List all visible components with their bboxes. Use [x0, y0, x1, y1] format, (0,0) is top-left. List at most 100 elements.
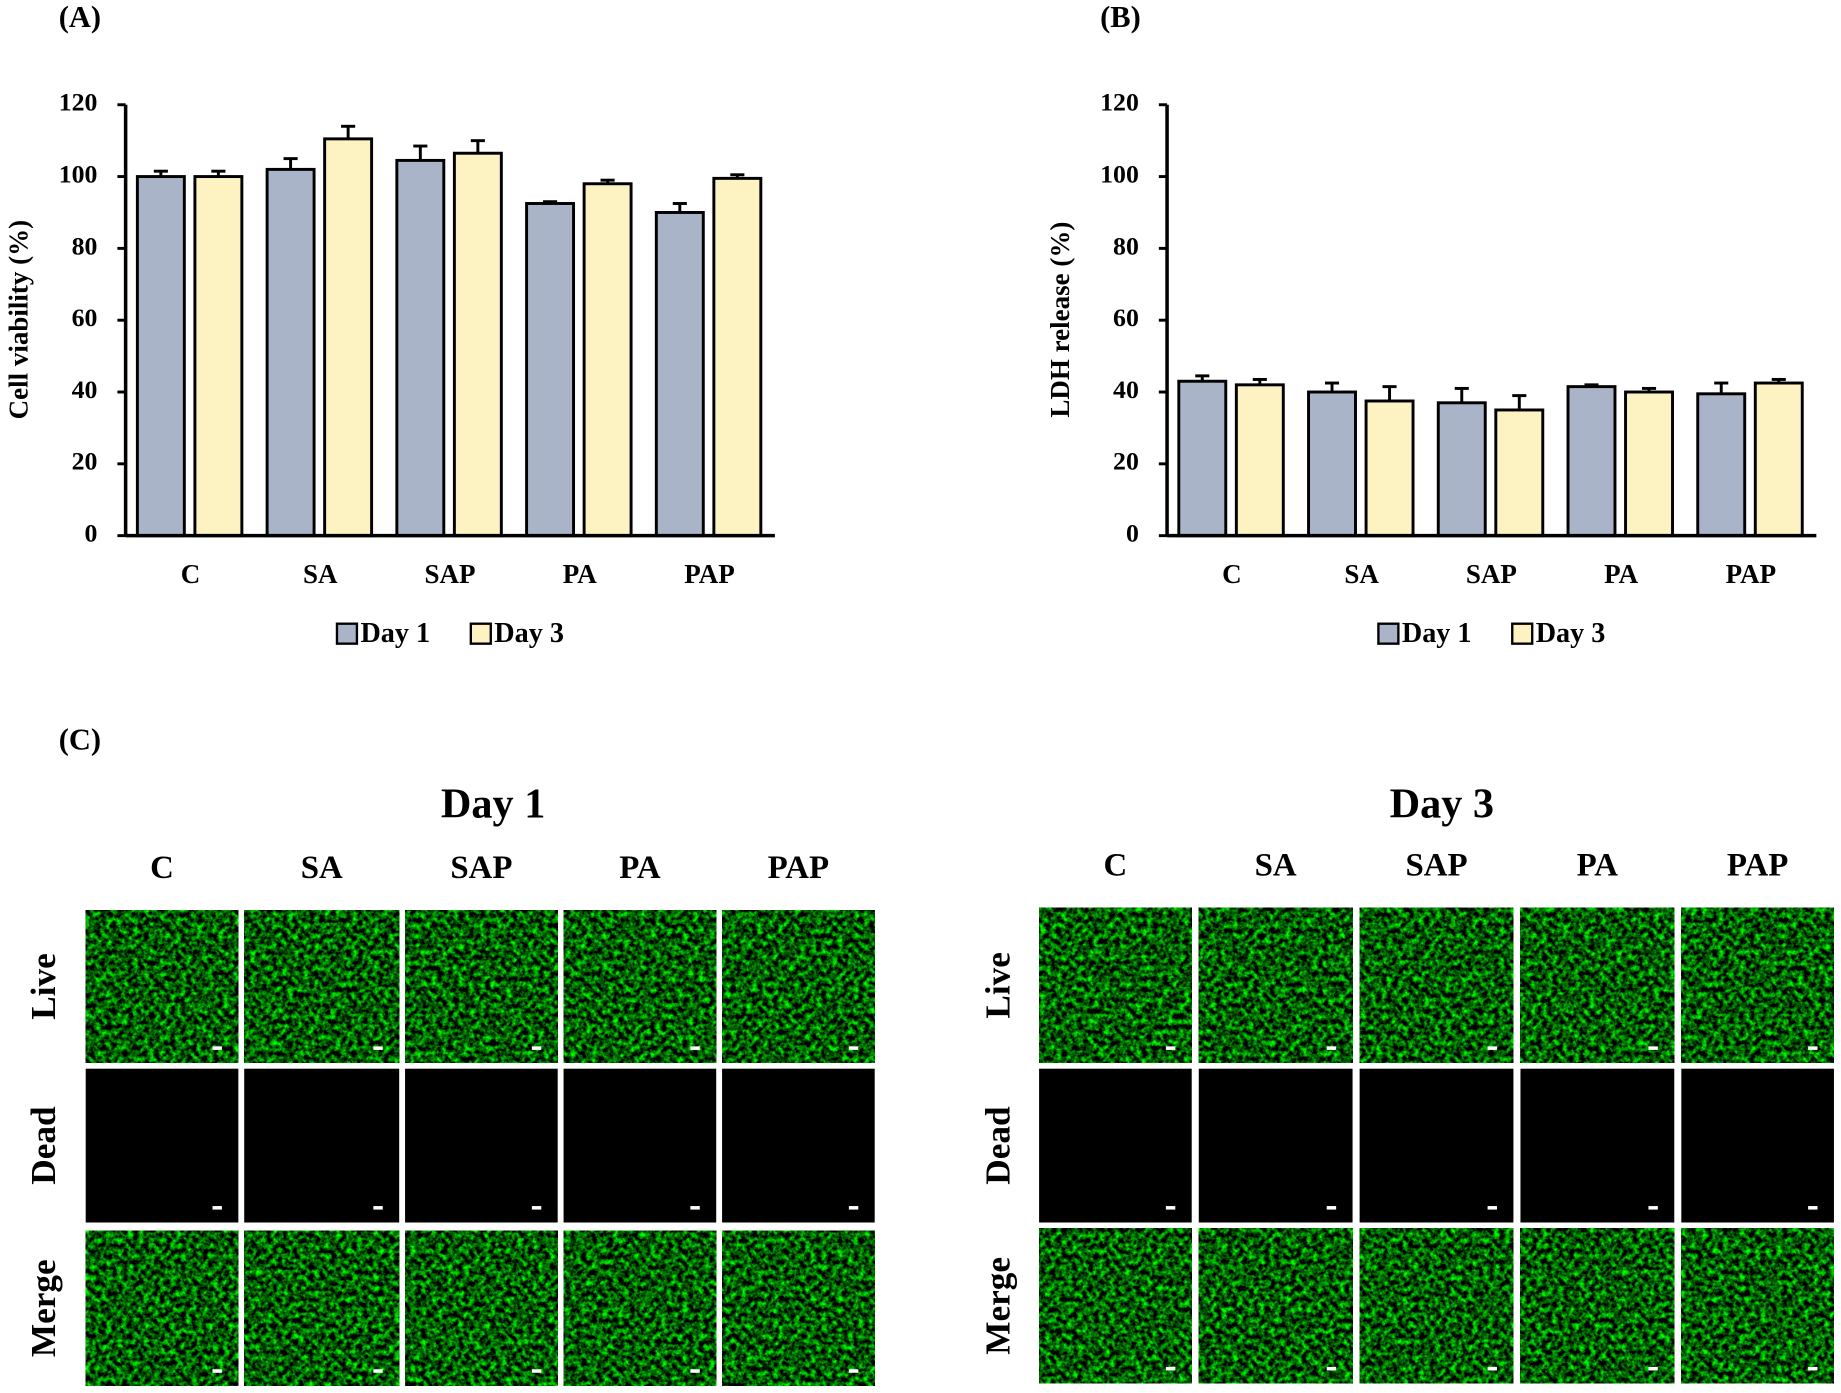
x-tick-label: SAP — [424, 559, 475, 589]
column-label: PAP — [1727, 847, 1788, 883]
scale-bar — [531, 1206, 542, 1210]
legend-label: Day 3 — [1536, 618, 1606, 649]
scale-bar — [531, 1369, 542, 1373]
dead-image — [85, 1068, 239, 1223]
column-label: PA — [1577, 847, 1619, 883]
x-tick-label: C — [181, 559, 201, 589]
bar — [582, 182, 633, 538]
y-tick-label: 0 — [85, 519, 98, 548]
scale-bar — [212, 1046, 222, 1050]
fluorescence-image — [405, 910, 558, 1063]
y-tick-label: 120 — [59, 88, 98, 117]
dead-image — [1039, 1068, 1192, 1223]
scale-bar — [531, 1046, 542, 1050]
fluorescence-image — [563, 1230, 717, 1386]
scale-bar — [1326, 1046, 1337, 1050]
column-label: C — [150, 850, 174, 886]
y-tick-label: 60 — [1113, 303, 1139, 332]
bar — [1307, 390, 1357, 538]
scale-bar — [373, 1369, 383, 1373]
fluorescence-image — [563, 910, 717, 1063]
column-label: SAP — [1405, 847, 1467, 883]
dead-image — [563, 1068, 717, 1223]
x-tick-label: SA — [303, 559, 338, 589]
row-label: Live — [979, 952, 1018, 1019]
x-tick-label: PAP — [684, 559, 734, 589]
panel-label: (A) — [59, 0, 101, 34]
dead-image — [405, 1068, 558, 1223]
bar — [1696, 392, 1747, 538]
scale-bar — [1648, 1046, 1658, 1050]
y-tick-label: 120 — [1100, 88, 1139, 117]
bar — [1566, 385, 1617, 538]
legend-swatch — [1511, 622, 1534, 645]
x-tick-label: PA — [563, 559, 597, 589]
legend-label: Day 1 — [1402, 618, 1472, 649]
column-label: PAP — [768, 850, 829, 886]
scale-bar — [212, 1206, 222, 1210]
fluorescence-image — [1681, 907, 1834, 1063]
dead-image — [1520, 1068, 1675, 1223]
bar — [135, 175, 186, 538]
dead-image — [1198, 1068, 1353, 1223]
fluorescence-image — [1039, 907, 1192, 1063]
y-tick-label: 40 — [1113, 375, 1139, 404]
bar — [1234, 383, 1285, 538]
scale-bar — [1648, 1206, 1658, 1210]
scale-bar — [690, 1206, 700, 1210]
fluorescence-image — [244, 910, 400, 1063]
legend-label: Day 1 — [360, 618, 430, 649]
bar — [525, 202, 576, 538]
panel-label: (C) — [59, 722, 101, 756]
dead-image — [722, 1068, 875, 1223]
fluorescence-image — [405, 1230, 558, 1386]
bar — [712, 176, 763, 538]
column-label: SA — [1255, 847, 1297, 883]
y-tick-label: 80 — [72, 231, 98, 260]
bar — [1494, 408, 1545, 538]
fluorescence-image — [1039, 1228, 1192, 1384]
scale-bar — [1487, 1366, 1497, 1371]
scale-bar — [1808, 1206, 1818, 1210]
scale-bar — [373, 1206, 383, 1210]
panel-label: (B) — [1100, 0, 1141, 34]
legend-label: Day 3 — [494, 618, 564, 649]
group-title: Day 1 — [441, 781, 545, 828]
y-tick-label: 60 — [72, 303, 98, 332]
scale-bar — [373, 1046, 383, 1050]
scale-bar — [1648, 1366, 1658, 1371]
x-tick-label: PA — [1604, 559, 1638, 589]
fluorescence-image — [244, 1230, 400, 1386]
row-label: Merge — [24, 1259, 63, 1357]
row-label: Merge — [979, 1257, 1018, 1355]
bar — [323, 137, 374, 538]
row-label: Live — [24, 953, 63, 1020]
fluorescence-image — [722, 910, 875, 1063]
dead-image — [1359, 1068, 1514, 1223]
scale-bar — [1326, 1366, 1337, 1371]
column-label: SA — [301, 850, 343, 886]
bar — [452, 151, 503, 538]
y-tick-label: 0 — [1126, 519, 1139, 548]
scale-bar — [1326, 1206, 1337, 1210]
scale-bar — [1808, 1046, 1818, 1050]
y-tick-label: 20 — [72, 447, 98, 476]
fluorescence-image — [1198, 907, 1353, 1063]
fluorescence-image — [85, 1230, 239, 1386]
legend-swatch — [335, 622, 359, 645]
x-tick-label: C — [1222, 559, 1242, 589]
fluorescence-image — [1520, 1228, 1675, 1384]
bar — [1624, 390, 1674, 538]
y-tick-label: 20 — [1113, 447, 1139, 476]
group-title: Day 3 — [1390, 781, 1494, 828]
fluorescence-image — [1359, 907, 1514, 1063]
fluorescence-image — [722, 1230, 875, 1386]
y-tick-label: 40 — [72, 375, 98, 404]
column-label: C — [1104, 847, 1128, 883]
scale-bar — [848, 1046, 859, 1050]
x-tick-label: SAP — [1466, 559, 1517, 589]
y-axis-label: Cell viability (%) — [3, 220, 33, 419]
fluorescence-image — [1520, 907, 1675, 1063]
y-tick-label: 100 — [59, 159, 98, 188]
